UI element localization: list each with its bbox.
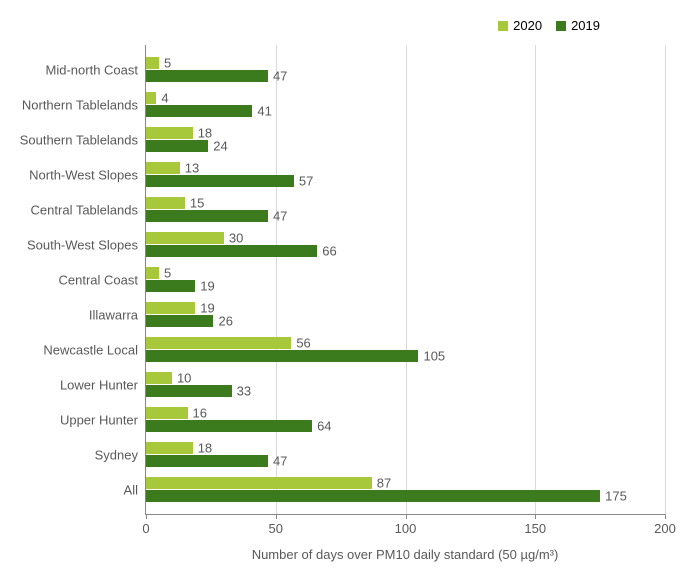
category-group: Illawarra1926 bbox=[146, 302, 665, 327]
x-tick-label: 0 bbox=[142, 521, 149, 536]
bar-y2020 bbox=[146, 267, 159, 279]
category-group: Lower Hunter1033 bbox=[146, 372, 665, 397]
bar-y2019 bbox=[146, 105, 252, 117]
bar-label-y2019: 175 bbox=[605, 489, 627, 504]
category-label: North-West Slopes bbox=[29, 167, 146, 182]
bar-y2019 bbox=[146, 175, 294, 187]
bar-y2020 bbox=[146, 92, 156, 104]
bar-y2020 bbox=[146, 302, 195, 314]
bar-label-y2020: 10 bbox=[177, 371, 191, 386]
plot-area: 050100150200Mid-north Coast547Northern T… bbox=[145, 45, 665, 515]
bar-y2019 bbox=[146, 455, 268, 467]
category-group: Southern Tablelands1824 bbox=[146, 127, 665, 152]
category-group: Northern Tablelands441 bbox=[146, 92, 665, 117]
legend-label-2020: 2020 bbox=[513, 18, 542, 33]
chart-container: 2020 2019 0 50 100 150 200 Mid-north Coast 5 47… bbox=[0, 0, 690, 580]
legend-item-2020: 2020 bbox=[498, 18, 542, 33]
bar-label-y2020: 19 bbox=[200, 301, 214, 316]
bar-label-y2019: 26 bbox=[218, 314, 232, 329]
category-label: Mid-north Coast bbox=[46, 62, 146, 77]
x-tickmark bbox=[406, 514, 407, 519]
bar-label-y2019: 24 bbox=[213, 139, 227, 154]
bar-label-y2020: 18 bbox=[198, 441, 212, 456]
x-tickmark bbox=[146, 514, 147, 519]
bar-y2020 bbox=[146, 407, 188, 419]
category-label: All bbox=[124, 482, 146, 497]
category-group: All87175 bbox=[146, 477, 665, 502]
bar-label-y2019: 47 bbox=[273, 454, 287, 469]
bar-y2019 bbox=[146, 210, 268, 222]
bar-label-y2019: 19 bbox=[200, 279, 214, 294]
x-tickmark bbox=[535, 514, 536, 519]
bar-label-y2020: 13 bbox=[185, 161, 199, 176]
bar-label-y2020: 5 bbox=[164, 266, 171, 281]
bar-y2020 bbox=[146, 442, 193, 454]
bar-label-y2020: 15 bbox=[190, 196, 204, 211]
bar-label-y2020: 87 bbox=[377, 476, 391, 491]
x-tick-label: 50 bbox=[269, 521, 283, 536]
category-label: Sydney bbox=[95, 447, 146, 462]
bar-y2020 bbox=[146, 477, 372, 489]
x-tick-label: 150 bbox=[524, 521, 546, 536]
bar-y2020 bbox=[146, 372, 172, 384]
category-label: Central Coast bbox=[59, 272, 146, 287]
bar-label-y2019: 33 bbox=[237, 384, 251, 399]
category-label: Upper Hunter bbox=[60, 412, 146, 427]
x-tick-label: 100 bbox=[395, 521, 417, 536]
category-group: Upper Hunter1664 bbox=[146, 407, 665, 432]
legend-item-2019: 2019 bbox=[556, 18, 600, 33]
x-tick-label: 200 bbox=[654, 521, 676, 536]
bar-label-y2019: 47 bbox=[273, 69, 287, 84]
category-label: Illawarra bbox=[89, 307, 146, 322]
bar-y2020 bbox=[146, 232, 224, 244]
gridline bbox=[665, 45, 666, 514]
category-label: South-West Slopes bbox=[27, 237, 146, 252]
bar-label-y2019: 64 bbox=[317, 419, 331, 434]
category-group: Newcastle Local56105 bbox=[146, 337, 665, 362]
category-group: Central Tablelands1547 bbox=[146, 197, 665, 222]
bar-label-y2020: 56 bbox=[296, 336, 310, 351]
bar-label-y2019: 66 bbox=[322, 244, 336, 259]
x-tickmark bbox=[276, 514, 277, 519]
bar-label-y2019: 41 bbox=[257, 104, 271, 119]
bar-label-y2020: 18 bbox=[198, 126, 212, 141]
bar-y2019 bbox=[146, 245, 317, 257]
legend-label-2019: 2019 bbox=[571, 18, 600, 33]
bar-y2019 bbox=[146, 140, 208, 152]
legend: 2020 2019 bbox=[498, 18, 600, 33]
bar-y2020 bbox=[146, 337, 291, 349]
category-group: Central Coast519 bbox=[146, 267, 665, 292]
category-label: Newcastle Local bbox=[43, 342, 146, 357]
bar-y2019 bbox=[146, 385, 232, 397]
category-label: Central Tablelands bbox=[31, 202, 146, 217]
x-axis-title: Number of days over PM10 daily standard … bbox=[145, 547, 665, 562]
bar-y2020 bbox=[146, 57, 159, 69]
bar-label-y2019: 105 bbox=[423, 349, 445, 364]
category-label: Northern Tablelands bbox=[22, 97, 146, 112]
category-label: Lower Hunter bbox=[60, 377, 146, 392]
category-group: Mid-north Coast547 bbox=[146, 57, 665, 82]
bar-y2019 bbox=[146, 280, 195, 292]
bar-y2020 bbox=[146, 197, 185, 209]
bar-y2019 bbox=[146, 490, 600, 502]
x-tickmark bbox=[665, 514, 666, 519]
bar-y2020 bbox=[146, 162, 180, 174]
bar-y2020 bbox=[146, 127, 193, 139]
category-label: Southern Tablelands bbox=[20, 132, 146, 147]
bar-label-y2020: 30 bbox=[229, 231, 243, 246]
bar-y2019 bbox=[146, 315, 213, 327]
bar-label-y2020: 16 bbox=[193, 406, 207, 421]
bar-label-y2019: 57 bbox=[299, 174, 313, 189]
bar-label-y2019: 47 bbox=[273, 209, 287, 224]
category-group: South-West Slopes3066 bbox=[146, 232, 665, 257]
bar-y2019 bbox=[146, 420, 312, 432]
legend-swatch-2019 bbox=[556, 21, 566, 31]
bar-label-y2020: 5 bbox=[164, 56, 171, 71]
category-group: North-West Slopes1357 bbox=[146, 162, 665, 187]
bar-y2019 bbox=[146, 70, 268, 82]
category-group: Sydney1847 bbox=[146, 442, 665, 467]
bar-label-y2020: 4 bbox=[161, 91, 168, 106]
bar-y2019 bbox=[146, 350, 418, 362]
legend-swatch-2020 bbox=[498, 21, 508, 31]
